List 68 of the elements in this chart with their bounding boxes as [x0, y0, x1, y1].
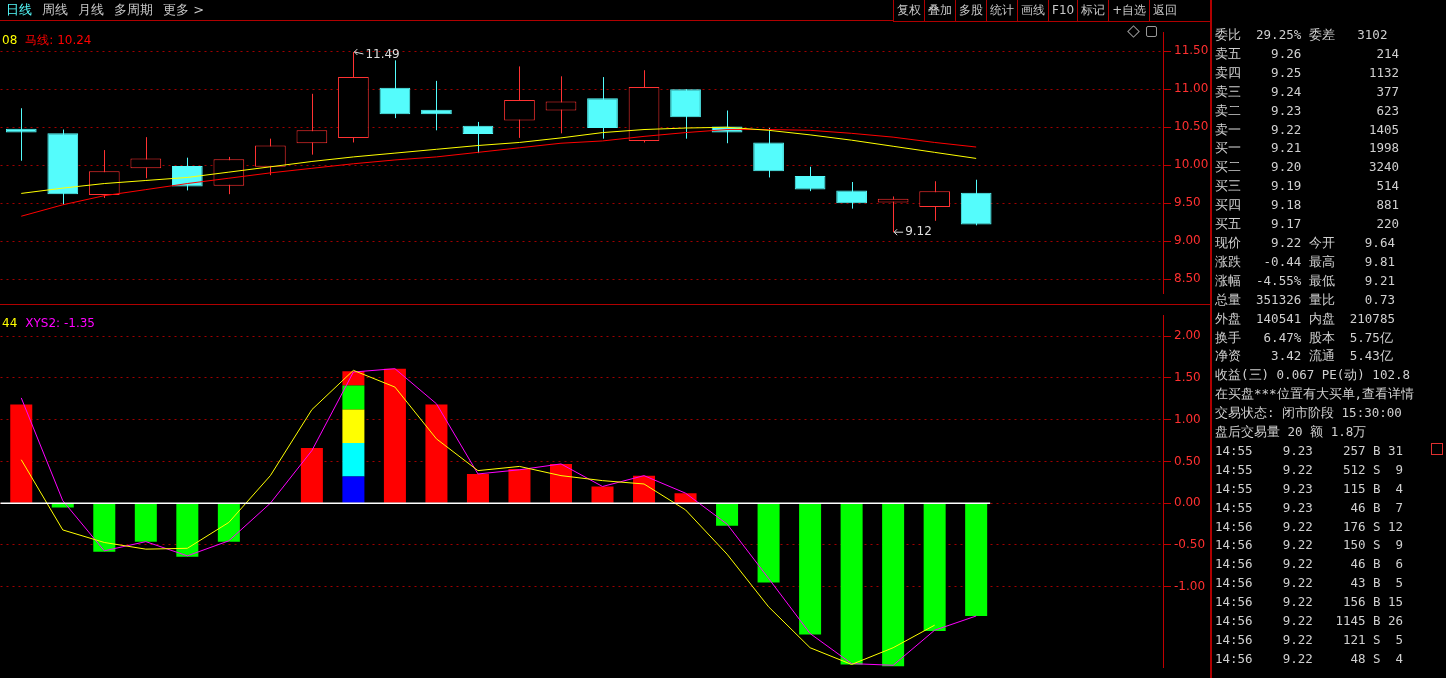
y-tick-label: 11.50: [1174, 43, 1209, 58]
annotation: XYS2: -1.35: [25, 316, 95, 331]
text: 在买盘***位置有大买单,查看详情: [1214, 385, 1416, 404]
text: 14:56 9.22 176 S 12: [1214, 517, 1405, 536]
text: 周线: [42, 1, 68, 19]
text: 更多 >: [163, 1, 205, 19]
text: 返回: [1149, 0, 1181, 21]
text: 14:56 9.22 43 B 5: [1214, 574, 1405, 593]
text: 卖二 9.23 623: [1214, 101, 1401, 120]
text: 换手 6.47% 股本 5.75亿: [1214, 328, 1394, 347]
text: 买一 9.21 1998: [1214, 139, 1401, 158]
text: 多股: [955, 0, 986, 21]
text: 14:55 9.23 257 B 31: [1214, 441, 1405, 460]
y-tick-label: 9.50: [1174, 195, 1201, 210]
y-tick-label: 0.00: [1174, 495, 1201, 510]
text: F10: [1048, 0, 1078, 21]
y-tick-label: 10.00: [1174, 157, 1209, 172]
text: 收益(三) 0.067 PE(动) 102.8: [1214, 366, 1411, 385]
y-tick-label: -1.00: [1174, 578, 1206, 593]
text: 14:56 9.22 46 B 6: [1214, 555, 1405, 574]
text: 14:55 9.23 46 B 7: [1214, 498, 1405, 517]
text: 涨跌 -0.44 最高 9.81: [1214, 252, 1396, 271]
annotation: 马线: 10.24: [25, 33, 92, 48]
text: 卖四 9.25 1132: [1214, 63, 1401, 82]
text: 委比 29.25% 委差 3102: [1214, 26, 1389, 44]
text: 14:56 9.22 150 S 9: [1214, 536, 1405, 555]
text: 涨幅 -4.55% 最低 9.21: [1214, 271, 1396, 290]
text: 画线: [1017, 0, 1048, 21]
y-tick-label: 0.50: [1174, 453, 1201, 468]
text: +自选: [1108, 0, 1150, 21]
y-tick-label: 11.00: [1174, 81, 1209, 96]
text: 14:55 9.23 115 B 4: [1214, 479, 1405, 498]
text: 买二 9.20 3240: [1214, 158, 1401, 177]
text: 叠加: [924, 0, 955, 21]
y-tick-label: -0.50: [1174, 537, 1206, 552]
text: 外盘 140541 内盘 210785: [1214, 309, 1396, 328]
y-tick-label: 1.00: [1174, 411, 1201, 426]
text: 14:56 9.22 156 B 15: [1214, 593, 1405, 612]
text: 14:56 9.22 1145 B 26: [1214, 612, 1405, 631]
annotation: 08: [2, 33, 18, 48]
text: 买三 9.19 514: [1214, 177, 1401, 196]
text: 卖五 9.26 214: [1214, 44, 1401, 63]
text: 卖三 9.24 377: [1214, 82, 1401, 101]
text: 复权: [893, 0, 924, 21]
text: 14:56 9.22 121 S 5: [1214, 631, 1405, 649]
y-tick-label: 10.50: [1174, 119, 1209, 134]
text: 总量 351326 量比 0.73: [1214, 290, 1396, 309]
y-tick-label: 9.00: [1174, 233, 1201, 248]
text: 多周期: [114, 1, 153, 19]
text: 14:56 9.22 48 S 4: [1214, 649, 1405, 668]
text: 净资 3.42 流通 5.43亿: [1214, 347, 1394, 366]
text: 盘后交易量 20 额 1.8万: [1214, 423, 1368, 442]
y-tick-label: 1.50: [1174, 369, 1201, 384]
text: 买四 9.18 881: [1214, 196, 1401, 215]
text: 日线: [6, 1, 32, 19]
y-tick-label: 2.00: [1174, 328, 1201, 343]
text: 月线: [78, 1, 104, 19]
text: 现价 9.22 今开 9.64: [1214, 233, 1396, 252]
annotation: 11.49: [365, 47, 400, 62]
text: 14:55 9.22 512 S 9: [1214, 460, 1405, 479]
text: 标记: [1077, 0, 1109, 21]
annotation: 9.12: [905, 224, 932, 239]
text: 统计: [986, 0, 1017, 21]
text: 卖一 9.22 1405: [1214, 120, 1401, 139]
y-tick-label: 8.50: [1174, 271, 1201, 286]
text: 交易状态: 闭市阶段 15:30:00: [1214, 404, 1403, 423]
text: 买五 9.17 220: [1214, 215, 1401, 234]
annotation: 44: [2, 316, 18, 331]
